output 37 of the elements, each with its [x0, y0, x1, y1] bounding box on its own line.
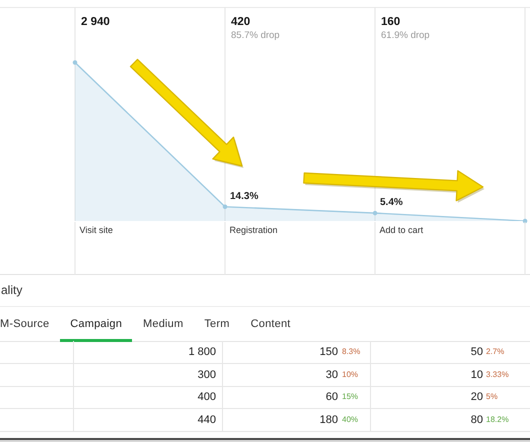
text: 15% [342, 392, 358, 401]
category-label: Content [250, 318, 291, 330]
text: 420 85.7% drop [231, 16, 280, 41]
text: 10% [342, 370, 358, 378]
category-label: Campaign [70, 318, 122, 330]
text: 2.7% [486, 347, 504, 356]
text: 40% [342, 414, 358, 424]
text: 80 [470, 414, 483, 426]
text: 5% [486, 392, 498, 401]
category-label: Term [204, 318, 230, 330]
annotation: 14.3% [230, 191, 258, 202]
annotation: 5.4% [380, 197, 403, 208]
point [372, 210, 378, 216]
point [222, 204, 228, 209]
text: ality [1, 283, 22, 297]
x-tick-label: Registration [230, 224, 278, 235]
text: 50 [470, 346, 483, 358]
text: 2 940 [81, 16, 110, 28]
text: 180 [320, 414, 338, 426]
text: 8.3% [342, 347, 360, 356]
text: 440 [198, 414, 216, 426]
text: 30 [326, 368, 338, 380]
text: 150 [320, 346, 338, 358]
text: 18.2% [486, 414, 509, 424]
text: 20 [470, 391, 483, 403]
text: 10 [470, 368, 483, 380]
point [72, 60, 78, 65]
text: 300 [198, 368, 216, 380]
text: 1 800 [188, 346, 216, 358]
x-tick-label: Add to cart [380, 224, 424, 235]
text: 400 [198, 391, 216, 403]
category-label: Medium [143, 318, 184, 330]
text: 160 61.9% drop [381, 16, 430, 41]
category-label: M-Source [0, 318, 50, 330]
text: 3.33% [486, 370, 509, 378]
text: 60 [326, 391, 338, 403]
x-tick-label: Visit site [80, 224, 113, 235]
